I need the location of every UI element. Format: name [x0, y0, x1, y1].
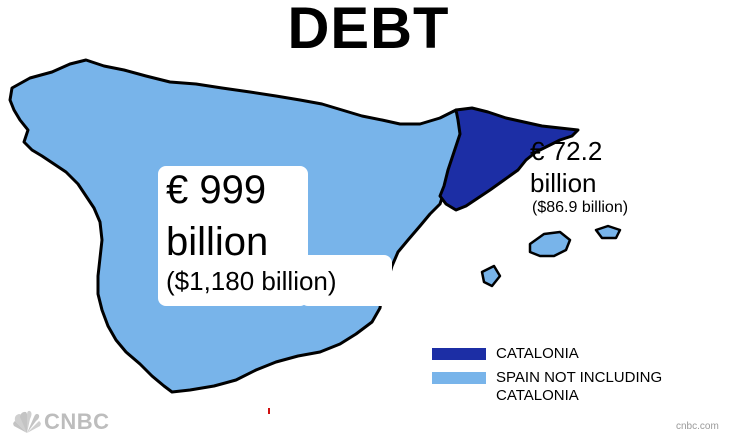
catalonia-region	[438, 106, 580, 212]
catalonia-debt-usd: ($86.9 billion)	[532, 199, 629, 216]
spain-debt-unit: billion	[166, 220, 269, 264]
legend-label-spain-line1: SPAIN NOT INCLUDING	[496, 369, 663, 386]
spain-label-background	[158, 166, 308, 306]
peacock-icon	[13, 410, 41, 433]
spain-label-background-extension	[300, 255, 392, 306]
legend-swatch-spain	[432, 372, 486, 384]
legend-label-spain-line2: CATALONIA	[496, 387, 579, 404]
balearic-island-mallorca	[528, 230, 572, 258]
catalonia-debt-euro: € 72.2	[530, 136, 603, 166]
balearic-island-ibiza	[480, 264, 502, 288]
cnbc-wordmark: CNBC	[44, 409, 110, 434]
page-title: DEBT	[287, 0, 450, 61]
legend-swatch-catalonia	[432, 348, 486, 360]
balearic-island-menorca	[594, 224, 622, 240]
catalonia-debt-unit: billion	[530, 168, 597, 198]
spain-debt-usd: ($1,180 billion)	[166, 266, 337, 296]
cnbc-logo: CNBC	[10, 408, 140, 436]
legend-label-catalonia: CATALONIA	[496, 345, 579, 362]
spain-debt-euro: € 999	[166, 168, 267, 212]
source-credit: cnbc.com	[676, 421, 719, 432]
